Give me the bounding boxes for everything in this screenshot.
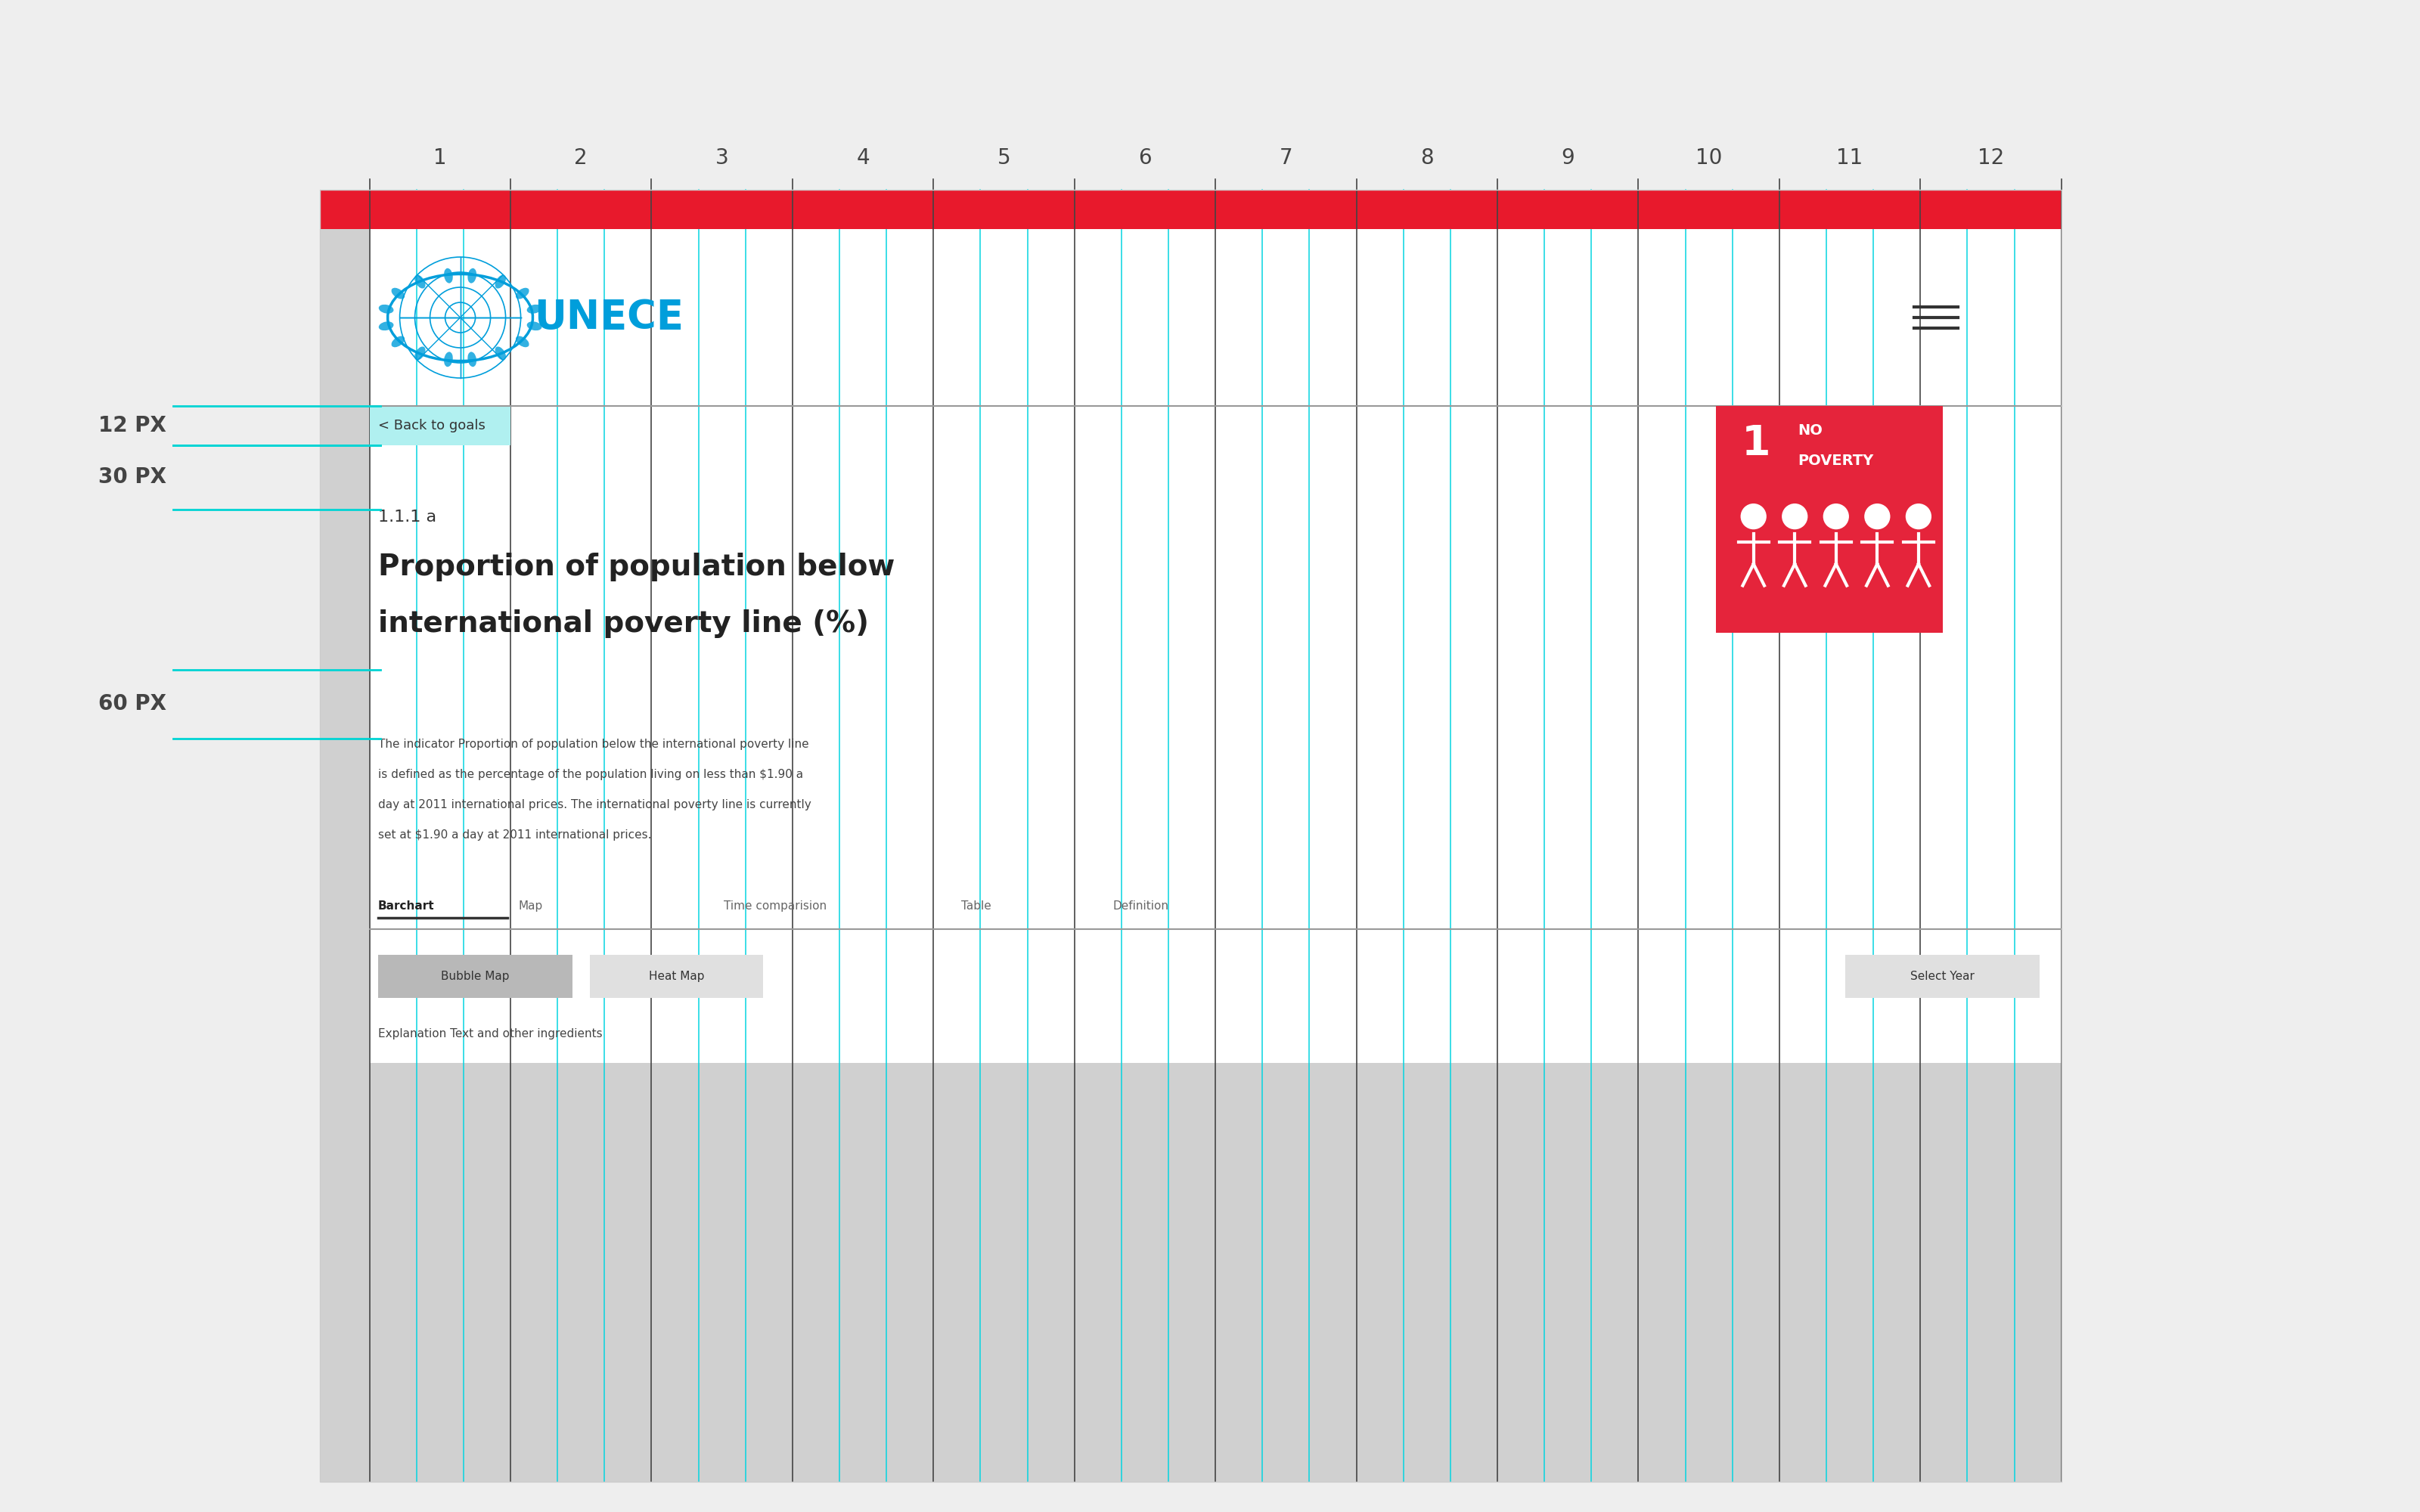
Ellipse shape xyxy=(378,304,394,313)
Ellipse shape xyxy=(467,268,477,283)
Circle shape xyxy=(1781,503,1808,529)
Text: 1: 1 xyxy=(433,147,448,168)
Text: Table: Table xyxy=(961,900,992,912)
Text: international poverty line (%): international poverty line (%) xyxy=(378,609,869,638)
Text: 1: 1 xyxy=(1742,423,1771,464)
Bar xyxy=(319,191,2062,1482)
Text: 1.1.1 a: 1.1.1 a xyxy=(378,510,436,525)
Bar xyxy=(378,954,574,998)
Text: day at 2011 international prices. The international poverty line is currently: day at 2011 international prices. The in… xyxy=(378,800,811,810)
Text: Definition: Definition xyxy=(1113,900,1169,912)
Circle shape xyxy=(1822,503,1849,529)
Text: Bubble Map: Bubble Map xyxy=(440,971,511,981)
Bar xyxy=(319,191,2062,228)
Text: 12 PX: 12 PX xyxy=(99,414,167,435)
Text: Explanation Text and other ingredients: Explanation Text and other ingredients xyxy=(378,1028,603,1040)
Bar xyxy=(1846,954,2040,998)
Text: 2: 2 xyxy=(574,147,588,168)
Text: Heat Map: Heat Map xyxy=(649,971,704,981)
Text: Barchart: Barchart xyxy=(378,900,436,912)
Text: 9: 9 xyxy=(1561,147,1575,168)
Bar xyxy=(590,954,762,998)
Text: 10: 10 xyxy=(1696,147,1723,168)
Ellipse shape xyxy=(443,352,453,367)
Ellipse shape xyxy=(467,352,477,367)
Text: Proportion of population below: Proportion of population below xyxy=(378,553,895,582)
Ellipse shape xyxy=(414,275,426,289)
Text: 5: 5 xyxy=(997,147,1012,168)
Text: 4: 4 xyxy=(857,147,869,168)
Text: UNECE: UNECE xyxy=(535,298,682,337)
Ellipse shape xyxy=(528,322,542,331)
Text: NO: NO xyxy=(1798,423,1822,438)
Text: The indicator Proportion of population below the international poverty line: The indicator Proportion of population b… xyxy=(378,739,808,750)
Ellipse shape xyxy=(496,346,506,360)
Circle shape xyxy=(1863,503,1890,529)
Text: 6: 6 xyxy=(1137,147,1152,168)
Bar xyxy=(319,191,370,1482)
Ellipse shape xyxy=(414,346,426,360)
Text: is defined as the percentage of the population living on less than $1.90 a: is defined as the percentage of the popu… xyxy=(378,770,803,780)
Text: 7: 7 xyxy=(1280,147,1292,168)
Text: 3: 3 xyxy=(716,147,728,168)
Text: 11: 11 xyxy=(1837,147,1863,168)
Bar xyxy=(370,191,2062,1482)
Text: 30 PX: 30 PX xyxy=(99,467,167,488)
Ellipse shape xyxy=(528,304,542,313)
Ellipse shape xyxy=(378,322,394,331)
Ellipse shape xyxy=(392,287,404,299)
Text: set at $1.90 a day at 2011 international prices.: set at $1.90 a day at 2011 international… xyxy=(378,830,651,841)
Bar xyxy=(1716,407,1943,634)
Text: POVERTY: POVERTY xyxy=(1798,454,1873,469)
Text: 8: 8 xyxy=(1421,147,1433,168)
Circle shape xyxy=(1740,503,1767,529)
Text: < Back to goals: < Back to goals xyxy=(378,419,486,432)
Bar xyxy=(370,407,511,445)
Text: Map: Map xyxy=(518,900,542,912)
Bar xyxy=(370,1063,2062,1482)
Ellipse shape xyxy=(515,336,530,348)
Circle shape xyxy=(1905,503,1931,529)
Ellipse shape xyxy=(496,275,506,289)
Ellipse shape xyxy=(515,287,530,299)
Text: 60 PX: 60 PX xyxy=(99,694,167,715)
Text: 12: 12 xyxy=(1977,147,2004,168)
Text: Select Year: Select Year xyxy=(1909,971,1975,981)
Ellipse shape xyxy=(443,268,453,283)
Ellipse shape xyxy=(392,336,404,348)
Text: Time comparision: Time comparision xyxy=(724,900,828,912)
